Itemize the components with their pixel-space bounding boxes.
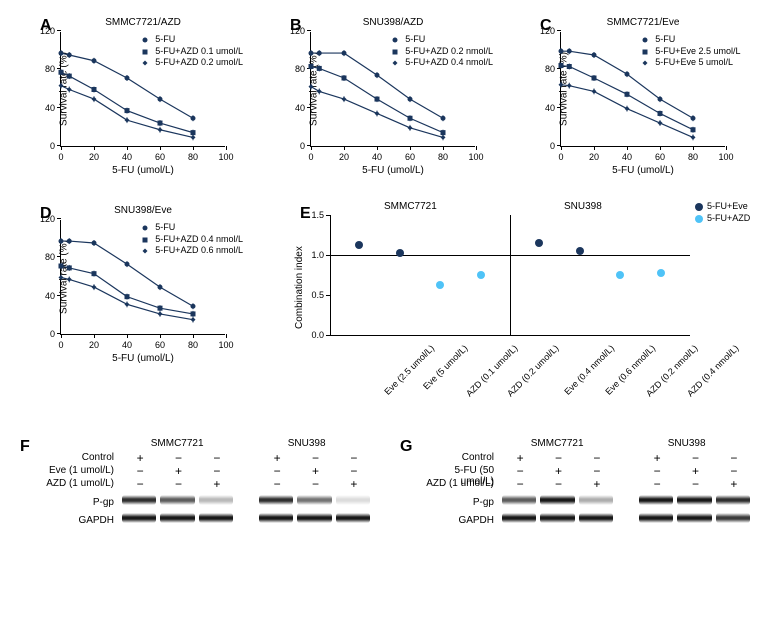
chart-legend: 5-FU5-FU+AZD 0.1 umol/L5-FU+AZD 0.2 umol… xyxy=(139,34,243,69)
ci-legend: 5-FU+Eve5-FU+AZD xyxy=(695,201,750,224)
ci-plot: 0.00.51.01.5Combination index xyxy=(330,215,690,335)
chart-legend: 5-FU5-FU+AZD 0.2 nmol/L5-FU+AZD 0.4 nmol… xyxy=(389,34,493,69)
chart-legend: 5-FU5-FU+Eve 2.5 umol/L5-FU+Eve 5 umol/L xyxy=(639,34,740,69)
figure-root: ASMMC7721/AZD5-FU (umol/L)Survival rate … xyxy=(10,10,770,614)
chart-legend: 5-FU5-FU+AZD 0.4 nmol/L5-FU+AZD 0.6 nmol… xyxy=(139,222,243,257)
